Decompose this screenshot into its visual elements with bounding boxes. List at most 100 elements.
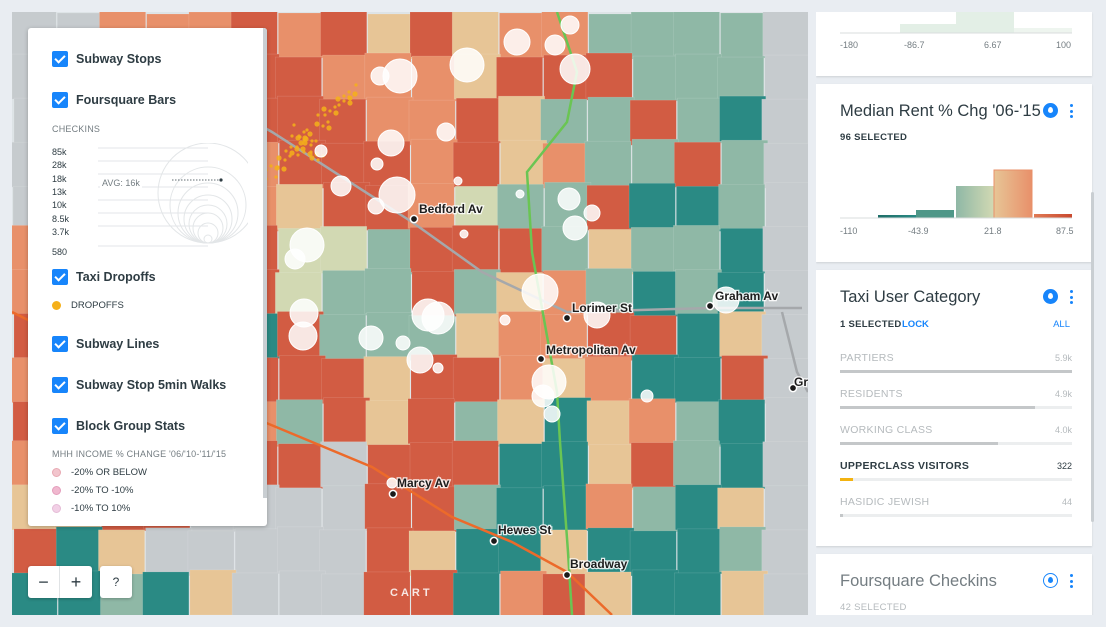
zoom-control: − +	[28, 566, 92, 598]
bubble-value: 3.7k	[52, 227, 70, 237]
taxi-dropoff-point	[284, 149, 288, 153]
taxi-dropoff-point	[298, 140, 304, 146]
category-value: 4.0k	[1054, 425, 1072, 435]
layers-scrollbar[interactable]	[263, 28, 267, 498]
block-group	[676, 401, 723, 448]
style-drop-icon[interactable]	[1043, 289, 1058, 304]
category-bar	[840, 478, 853, 481]
map-canvas[interactable]: Bedford Av Lorimer St Graham Av Metropolita…	[12, 12, 808, 615]
income-legend-item: -20% OR BELOW	[52, 467, 147, 478]
layer-toggle-foursquare-bars[interactable]: Foursquare Bars	[52, 91, 176, 109]
bubble-size-legend	[98, 143, 248, 247]
taxi-dropoff-point	[337, 103, 341, 107]
legend-label: -20% TO -10%	[71, 485, 134, 496]
income-legend-item: -10% TO 10%	[52, 503, 130, 514]
foursquare-bubble	[531, 384, 555, 408]
layer-toggle-subway-lines[interactable]: Subway Lines	[52, 335, 159, 353]
checkbox-checked-icon[interactable]	[52, 51, 68, 67]
layer-toggle-taxi-dropoffs[interactable]: Taxi Dropoffs	[52, 268, 156, 286]
lock-link[interactable]: LOCK	[902, 319, 929, 330]
block-group	[631, 138, 679, 185]
legend-swatch-icon	[52, 504, 61, 513]
block-group	[674, 572, 721, 615]
checkbox-checked-icon[interactable]	[52, 92, 68, 108]
category-bar-track	[840, 478, 1072, 481]
block-group	[763, 142, 808, 189]
taxi-dropoff-point	[274, 175, 278, 179]
block-group	[719, 95, 767, 142]
block-group	[455, 313, 503, 359]
block-group	[630, 12, 678, 58]
taxi-dropoff-point	[269, 164, 273, 168]
category-name: UPPERCLASS VISITORS	[840, 460, 970, 472]
income-legend-item: -20% TO -10%	[52, 485, 133, 496]
checkbox-checked-icon[interactable]	[52, 269, 68, 285]
block-group	[409, 227, 457, 273]
block-group	[231, 572, 279, 615]
category-row[interactable]: HASIDIC JEWISH 44	[840, 496, 1072, 517]
block-group	[145, 527, 193, 574]
block-group	[454, 401, 502, 448]
block-group	[500, 139, 547, 186]
widget-menu-icon[interactable]	[1070, 290, 1074, 304]
bubble-value: 10k	[52, 200, 67, 210]
taxi-dropoff-point	[347, 90, 351, 94]
taxi-dropoff-point	[288, 154, 292, 158]
block-group	[629, 99, 677, 146]
category-row[interactable]: WORKING CLASS 4.0k	[840, 424, 1072, 445]
zoom-out-button[interactable]: −	[28, 566, 60, 598]
block-group	[629, 530, 677, 577]
block-group	[720, 443, 768, 490]
block-group	[322, 485, 370, 532]
subway-stop-marker	[409, 214, 419, 224]
taxi-dropoff-point	[289, 150, 295, 156]
histogram-tick: -43.9	[908, 226, 929, 236]
zoom-in-button[interactable]: +	[70, 571, 82, 592]
block-group	[322, 54, 370, 101]
foursquare-bubble	[284, 248, 306, 270]
checkbox-checked-icon[interactable]	[52, 336, 68, 352]
block-group	[275, 56, 322, 103]
help-button[interactable]: ?	[100, 566, 132, 598]
select-all-link[interactable]: ALL	[1053, 319, 1070, 330]
foursquare-bubble	[386, 477, 398, 489]
layer-toggle-subway-stops[interactable]: Subway Stops	[52, 50, 161, 68]
category-bar	[840, 514, 843, 517]
category-row[interactable]: RESIDENTS 4.9k	[840, 388, 1072, 409]
block-group	[631, 569, 679, 615]
block-group	[320, 12, 368, 57]
subway-stop-label: Metropolitan Av	[546, 343, 636, 357]
category-row[interactable]: PARTIERS 5.9k	[840, 352, 1072, 373]
widget-menu-icon[interactable]	[1070, 574, 1074, 588]
block-group	[496, 56, 543, 103]
category-name: PARTIERS	[840, 352, 894, 364]
block-group	[721, 355, 769, 401]
taxi-dropoff-point	[281, 166, 287, 172]
category-bar-track	[840, 514, 1072, 517]
widget-menu-icon[interactable]	[1070, 104, 1074, 118]
block-group	[451, 440, 499, 487]
taxi-dropoff-point	[309, 143, 313, 147]
block-group	[452, 572, 500, 615]
foursquare-bubble	[515, 189, 525, 199]
block-group	[499, 443, 546, 490]
checkbox-checked-icon[interactable]	[52, 377, 68, 393]
block-group	[366, 527, 414, 574]
taxi-dropoff-point	[305, 128, 309, 132]
block-group	[367, 229, 415, 275]
block-group	[277, 95, 324, 142]
style-drop-icon[interactable]	[1043, 573, 1058, 588]
taxi-dropoff-point	[316, 113, 320, 117]
layer-toggle-block-group-stats[interactable]: Block Group Stats	[52, 417, 185, 435]
block-group	[765, 181, 808, 228]
taxi-dropoff-point	[333, 110, 339, 116]
subway-stop-marker	[489, 536, 499, 546]
histogram-tick: -110	[840, 226, 858, 236]
foursquare-bubble	[544, 34, 566, 56]
style-drop-icon[interactable]	[1043, 103, 1058, 118]
panel-scrollbar[interactable]	[1091, 192, 1094, 522]
category-row[interactable]: UPPERCLASS VISITORS 322	[840, 460, 1072, 481]
taxi-dropoff-point	[316, 158, 320, 162]
checkbox-checked-icon[interactable]	[52, 418, 68, 434]
layer-toggle-subway-walks[interactable]: Subway Stop 5min Walks	[52, 376, 226, 394]
